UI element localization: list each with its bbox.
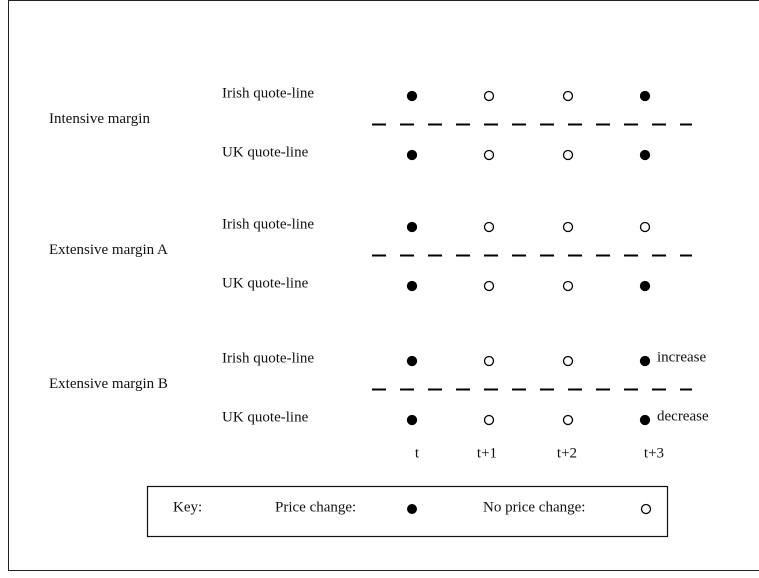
price-change-dot (641, 151, 650, 160)
row-label: Irish quote-line (222, 216, 314, 232)
no-change-dot (564, 151, 573, 160)
price-change-dot (641, 416, 650, 425)
no-change-dot (485, 223, 494, 232)
row-label: UK quote-line (222, 409, 309, 425)
no-change-dot (641, 223, 650, 232)
key-open-dot (642, 505, 651, 514)
no-change-dot (485, 151, 494, 160)
price-change-dot (408, 223, 417, 232)
row-label: UK quote-line (222, 275, 309, 291)
no-change-dot (564, 282, 573, 291)
group-label: Intensive margin (49, 111, 150, 127)
no-change-dot (564, 223, 573, 232)
period-label: t+3 (644, 445, 664, 461)
key-filled-label: Price change: (275, 499, 356, 515)
period-label: t+2 (557, 445, 577, 461)
row-label: UK quote-line (222, 144, 309, 160)
price-change-dot (408, 357, 417, 366)
no-change-dot (564, 416, 573, 425)
row-label: Irish quote-line (222, 350, 314, 366)
price-change-dot (408, 92, 417, 101)
no-change-dot (485, 282, 494, 291)
no-change-dot (564, 92, 573, 101)
price-change-dot (408, 151, 417, 160)
price-change-dot (641, 282, 650, 291)
group-label: Extensive margin B (49, 376, 168, 392)
price-change-dot (641, 357, 650, 366)
no-change-dot (485, 416, 494, 425)
group-label: Extensive margin A (49, 242, 168, 258)
key-open-label: No price change: (483, 499, 585, 515)
price-change-dot (408, 416, 417, 425)
key-box (148, 487, 668, 537)
period-label: t+1 (477, 445, 497, 461)
no-change-dot (564, 357, 573, 366)
period-label: t (415, 445, 420, 461)
price-change-dot (408, 282, 417, 291)
no-change-dot (485, 357, 494, 366)
no-change-dot (485, 92, 494, 101)
key-title: Key: (173, 499, 202, 515)
row-label: Irish quote-line (222, 85, 314, 101)
key-filled-dot (408, 505, 417, 514)
price-change-dot (641, 92, 650, 101)
annotation: decrease (657, 408, 709, 424)
annotation: increase (657, 349, 706, 365)
